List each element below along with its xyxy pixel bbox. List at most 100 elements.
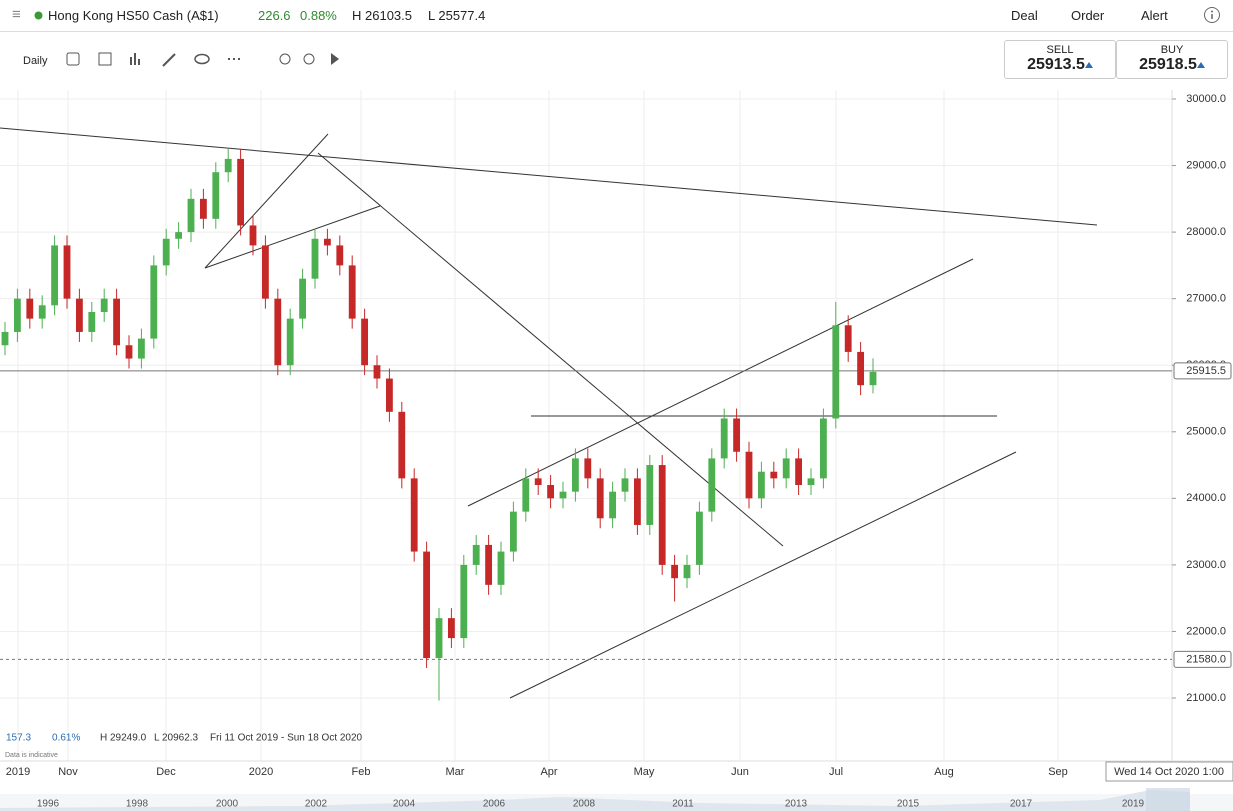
x-tick-label: Mar [446, 766, 465, 778]
tool-icon[interactable] [162, 53, 176, 67]
footer-high: H 29249.0 [100, 733, 147, 744]
trend-line [204, 205, 381, 269]
candle-body [770, 471, 778, 479]
candle-body [261, 245, 269, 299]
navigator-year: 1998 [126, 799, 149, 810]
candle-body [745, 451, 753, 499]
tool-icon[interactable] [98, 52, 112, 66]
x-tick-label: 2020 [249, 766, 273, 778]
candle-body [671, 564, 679, 579]
candle-body [869, 371, 877, 386]
change-pct: 0.88% [300, 8, 337, 23]
x-tick-label: Jun [731, 766, 749, 778]
menu-item[interactable]: Order [1071, 8, 1105, 23]
y-tick-label: 29000.0 [1186, 159, 1226, 171]
tool-icon[interactable] [331, 53, 339, 65]
trend-line [204, 133, 329, 269]
candle-body [63, 245, 71, 299]
candle-body [361, 318, 369, 366]
candle-body [75, 298, 83, 332]
menu-icon[interactable]: ≡ [12, 6, 21, 23]
footer-low: L 20962.3 [154, 733, 199, 744]
candle-body [100, 298, 108, 312]
candle-body [571, 458, 579, 492]
top-bar: ≡ Hong Kong HS50 Cash (A$1) 226.6 0.88% … [0, 0, 1233, 32]
candle-body [633, 478, 641, 525]
tool-icon[interactable] [303, 53, 315, 65]
candle-body [38, 305, 46, 319]
candle-body [336, 245, 344, 266]
crosshair-date-box [1105, 761, 1233, 782]
navigator-year: 2015 [897, 799, 920, 810]
candle-body [26, 298, 34, 319]
x-tick-label: May [634, 766, 655, 778]
candle-body [733, 418, 741, 452]
candle-body [113, 298, 121, 346]
candle-body [323, 238, 331, 246]
candle-body [695, 511, 703, 565]
candle-body [596, 478, 604, 519]
trend-lines [0, 127, 1098, 699]
candle-body [509, 511, 517, 552]
navigator-year: 2017 [1010, 799, 1033, 810]
candle-body [720, 418, 728, 459]
candle-body [795, 458, 803, 486]
candle-body [584, 458, 592, 479]
candle-body [150, 265, 158, 339]
y-tick-label: 30000.0 [1186, 93, 1226, 105]
price-label: 25915.5 [1186, 365, 1226, 377]
candle-body [286, 318, 294, 366]
candle-body [137, 338, 145, 359]
tool-icon[interactable] [194, 53, 210, 65]
tool-icon[interactable] [279, 53, 291, 65]
navigator-year: 2008 [573, 799, 596, 810]
candle-body [708, 458, 716, 512]
candle-body [224, 158, 232, 173]
candle-body [385, 378, 393, 412]
interval[interactable]: Daily [23, 55, 48, 67]
candle-body [807, 478, 815, 486]
x-tick-label: Aug [934, 766, 954, 778]
navigator-window[interactable] [1146, 788, 1190, 811]
navigator-year: 2000 [216, 799, 239, 810]
menu-item[interactable]: Deal [1011, 8, 1038, 23]
tool-icon[interactable] [66, 52, 80, 66]
info-icon[interactable] [1203, 6, 1221, 24]
candle-body [621, 478, 629, 492]
candle-body [398, 411, 406, 479]
crosshair-date: Wed 14 Oct 2020 1:00 [1114, 766, 1224, 778]
tool-icon[interactable] [130, 53, 140, 65]
price-label: 21580.0 [1186, 653, 1226, 665]
status-dot [34, 11, 43, 20]
navigator-year: 2019 [1122, 799, 1145, 810]
candle-body [175, 232, 183, 239]
candle-body [447, 618, 455, 639]
candle-body [646, 465, 654, 525]
candle-body [658, 465, 666, 565]
candle-body [497, 551, 505, 585]
candle-body [373, 365, 381, 379]
candle-body [187, 198, 195, 233]
navigator-area [0, 790, 1190, 811]
y-tick-label: 28000.0 [1186, 226, 1226, 238]
candle-body [757, 471, 765, 499]
candle-body [212, 172, 220, 219]
x-tick-label: Sep [1048, 766, 1068, 778]
candle-body [547, 485, 555, 499]
navigator-year: 2013 [785, 799, 808, 810]
candle-body [857, 351, 865, 386]
menu-item[interactable]: Alert [1141, 8, 1168, 23]
buy-button[interactable]: BUY 25918.5 [1116, 40, 1228, 79]
navigator-year: 1996 [37, 799, 60, 810]
candle-body [249, 225, 257, 246]
x-tick-label: Feb [352, 766, 371, 778]
candle-body [435, 618, 443, 659]
sell-button[interactable]: SELL 25913.5 [1004, 40, 1116, 79]
instrument-name[interactable]: Hong Kong HS50 Cash (A$1) [48, 8, 219, 23]
candle-body [13, 298, 21, 332]
navigator-year: 2002 [305, 799, 328, 810]
change: 226.6 [258, 8, 291, 23]
candle-body [237, 158, 245, 226]
candle-body [683, 564, 691, 579]
